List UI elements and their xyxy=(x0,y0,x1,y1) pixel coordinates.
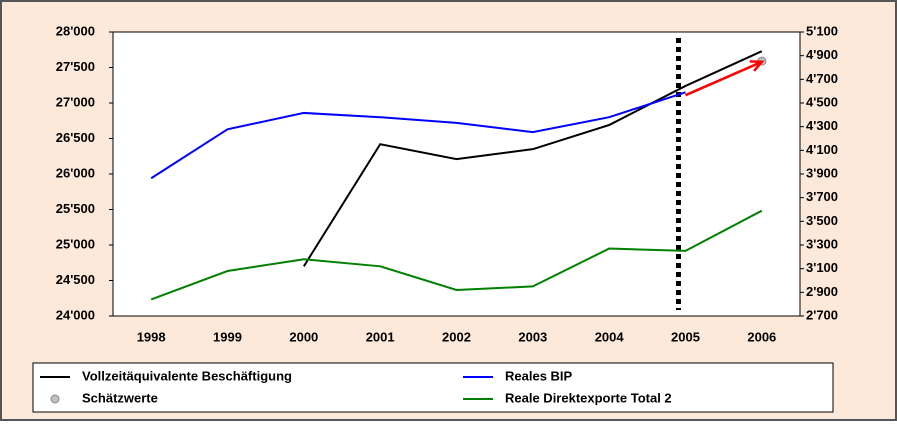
legend-label: Schätzwerte xyxy=(82,390,158,405)
y2-tick-label: 4'100 xyxy=(806,142,838,157)
series-line xyxy=(302,50,763,267)
x-tick-label: 2000 xyxy=(289,329,318,344)
y2-tick-label: 2'700 xyxy=(806,307,838,322)
y2-tick-label: 3'500 xyxy=(806,213,838,228)
y2-tick-label: 3'900 xyxy=(806,165,838,180)
y2-tick-label: 4'300 xyxy=(806,118,838,133)
legend xyxy=(32,362,834,413)
plot-area xyxy=(112,31,801,317)
y2-tick-label: 4'700 xyxy=(806,71,838,86)
x-tick-label: 1999 xyxy=(213,329,242,344)
y-tick-label: 25'000 xyxy=(56,236,95,251)
legend-label: Reale Direktexporte Total 2 xyxy=(505,390,672,405)
x-tick-label: 2002 xyxy=(442,329,471,344)
legend-label: Reales BIP xyxy=(505,368,573,383)
x-tick-label: 1998 xyxy=(137,329,166,344)
y-tick-label: 24'500 xyxy=(56,272,95,287)
series-line xyxy=(150,91,686,180)
y-tick-label: 27'500 xyxy=(56,59,95,74)
y2-tick-label: 3'300 xyxy=(806,236,838,251)
estimate-arrow xyxy=(684,60,763,97)
x-tick-label: 2001 xyxy=(366,329,395,344)
x-tick-label: 2004 xyxy=(595,329,625,344)
y2-tick-label: 4'500 xyxy=(806,94,838,109)
arrow-head xyxy=(749,60,765,72)
legend-label: Vollzeitäquivalente Beschäftigung xyxy=(82,368,292,383)
y2-tick-label: 2'900 xyxy=(806,284,838,299)
y-tick-label: 26'500 xyxy=(56,130,95,145)
y-tick-label: 26'000 xyxy=(56,165,95,180)
y-tick-label: 27'000 xyxy=(56,94,95,109)
y2-tick-label: 5'100 xyxy=(806,23,838,38)
y2-tick-label: 3'700 xyxy=(806,189,838,204)
series-line xyxy=(150,209,763,301)
y2-tick-label: 3'100 xyxy=(806,260,838,275)
x-tick-label: 2005 xyxy=(671,329,700,344)
y2-tick-label: 4'900 xyxy=(806,47,838,62)
legend-marker xyxy=(50,394,60,404)
y-tick-label: 25'500 xyxy=(56,201,95,216)
y-tick-label: 28'000 xyxy=(56,23,95,38)
x-tick-label: 2006 xyxy=(747,329,776,344)
y-tick-label: 24'000 xyxy=(56,307,95,322)
x-tick-label: 2003 xyxy=(518,329,547,344)
